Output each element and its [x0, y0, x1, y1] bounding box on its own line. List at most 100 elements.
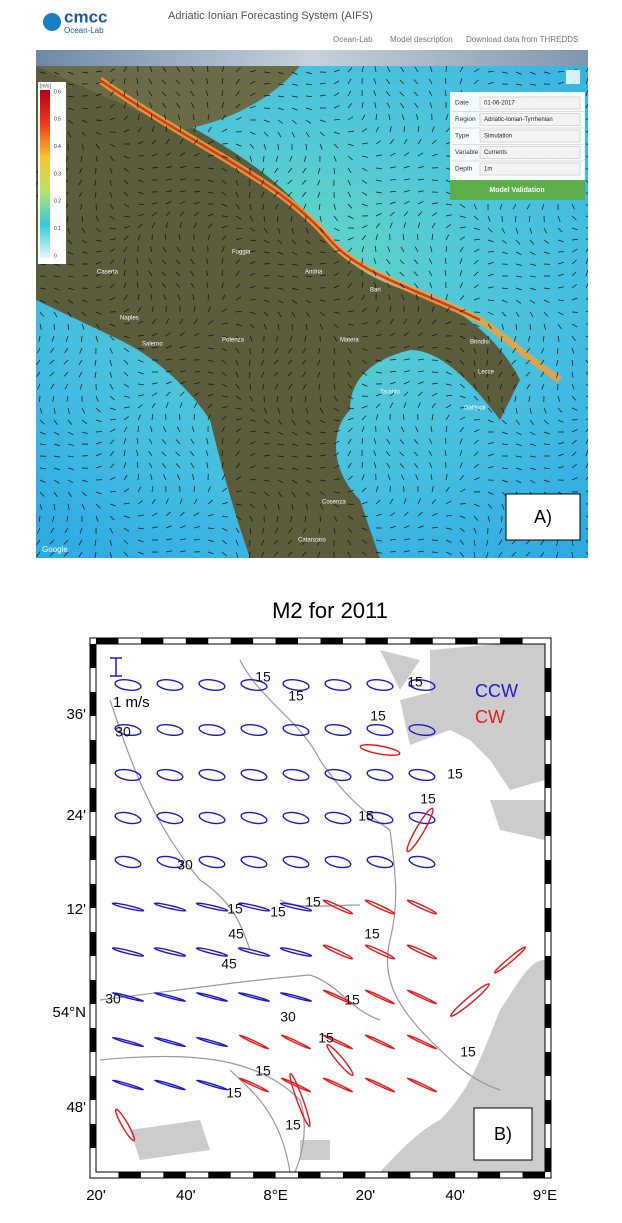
- contour-label: 15: [364, 926, 380, 942]
- contour-label: 15: [285, 1117, 301, 1133]
- y-tick-label: 36': [66, 706, 86, 723]
- contour-label: 15: [288, 688, 304, 704]
- x-tick-label: 8°E: [263, 1187, 287, 1204]
- frame-tick: [500, 638, 522, 644]
- place-name: Taranto: [380, 390, 401, 396]
- x-tick-label: 20': [86, 1187, 106, 1204]
- panel-label: B): [494, 1124, 512, 1144]
- frame-tick: [90, 980, 96, 1004]
- frame-tick: [388, 1172, 410, 1178]
- place-name: Gallipoli: [464, 406, 485, 412]
- contour-label: 45: [228, 926, 244, 942]
- frame-tick: [90, 1028, 96, 1052]
- control-value: Currents: [484, 150, 507, 156]
- contour-label: 15: [255, 669, 271, 685]
- contour-label: 30: [115, 724, 131, 740]
- header-banner: [36, 50, 588, 66]
- control-label: Date: [455, 100, 469, 107]
- control-label: Region: [455, 116, 476, 123]
- frame-tick: [208, 1172, 230, 1178]
- colorbar-unit: [m/s]: [40, 83, 51, 89]
- contour-label: 15: [370, 708, 386, 724]
- frame-tick: [298, 1172, 320, 1178]
- place-name: Salerno: [142, 342, 163, 348]
- contour-label: 15: [344, 992, 360, 1008]
- frame-tick: [90, 644, 96, 668]
- contour-label: 30: [280, 1009, 296, 1025]
- contour-label: 15: [270, 904, 286, 920]
- frame-tick: [545, 1004, 551, 1028]
- frame-tick: [523, 1172, 545, 1178]
- x-tick-label: 40': [176, 1187, 196, 1204]
- y-tick-label: 54°N: [52, 1004, 86, 1021]
- frame-tick: [90, 932, 96, 956]
- frame-tick: [545, 1148, 551, 1172]
- fullscreen-button[interactable]: [566, 70, 580, 84]
- logo: cmcc: [64, 7, 107, 26]
- contour-label: 15: [318, 1030, 334, 1046]
- frame-tick: [90, 1124, 96, 1148]
- control-label: Type: [455, 133, 469, 140]
- contour-label: 15: [407, 674, 423, 690]
- button-label[interactable]: Model Validation: [489, 187, 544, 194]
- frame-tick: [545, 1100, 551, 1124]
- x-tick-label: 9°E: [533, 1187, 557, 1204]
- contour-label: 15: [255, 1063, 271, 1079]
- x-tick-label: 20': [356, 1187, 376, 1204]
- place-name: Cosenza: [322, 500, 346, 506]
- colorbar-tick: 0.3: [54, 171, 61, 177]
- y-tick-label: 48': [66, 1099, 86, 1116]
- y-tick-label: 24': [66, 807, 86, 824]
- contour-label: 15: [460, 1044, 476, 1060]
- frame-tick: [545, 860, 551, 884]
- place-name: Potenza: [222, 338, 245, 344]
- control-value: 1m: [484, 167, 492, 173]
- legend-ccw: CCW: [475, 681, 518, 701]
- frame-tick: [90, 692, 96, 716]
- frame-tick: [545, 812, 551, 836]
- nav-link[interactable]: Model description: [390, 35, 453, 44]
- legend-cw: CW: [475, 707, 505, 727]
- contour-label: 15: [227, 901, 243, 917]
- control-label: Variable: [455, 149, 479, 156]
- colorbar-tick: 0.5: [54, 117, 61, 123]
- place-name: Bari: [370, 288, 381, 294]
- contour-label: 15: [420, 791, 436, 807]
- place-name: Foggia: [232, 250, 251, 256]
- frame-tick: [90, 1076, 96, 1100]
- frame-tick: [545, 716, 551, 740]
- attribution: Google: [42, 545, 68, 554]
- control-select[interactable]: [480, 163, 580, 175]
- frame-tick: [365, 638, 387, 644]
- frame-tick: [276, 638, 298, 644]
- frame-tick: [410, 638, 432, 644]
- contour-label: 15: [358, 808, 374, 824]
- contour-label: 45: [221, 956, 237, 972]
- frame-tick: [321, 638, 343, 644]
- nav-link[interactable]: Ocean-Lab: [333, 35, 373, 44]
- frame-tick: [545, 764, 551, 788]
- place-name: Caserta: [97, 270, 119, 276]
- frame-tick: [90, 836, 96, 860]
- contour-label: 15: [447, 766, 463, 782]
- chart-title: M2 for 2011: [272, 598, 388, 623]
- frame-tick: [478, 1172, 500, 1178]
- frame-tick: [96, 638, 118, 644]
- frame-tick: [545, 956, 551, 980]
- frame-tick: [455, 638, 477, 644]
- control-value: 01-06-2017: [484, 101, 515, 107]
- frame-tick: [163, 1172, 185, 1178]
- frame-tick: [118, 1172, 140, 1178]
- frame-tick: [90, 740, 96, 764]
- nav-link[interactable]: Download data from THREDDS: [466, 35, 578, 44]
- control-value: Adriatic-Ionian-Tyrrhenian: [484, 117, 553, 123]
- contour-label: 15: [305, 894, 321, 910]
- frame-tick: [545, 908, 551, 932]
- frame-tick: [545, 1052, 551, 1076]
- contour-label: 30: [177, 857, 193, 873]
- control-label: Depth: [455, 166, 473, 173]
- place-name: Andria: [305, 270, 323, 276]
- contour-label: 30: [105, 991, 121, 1007]
